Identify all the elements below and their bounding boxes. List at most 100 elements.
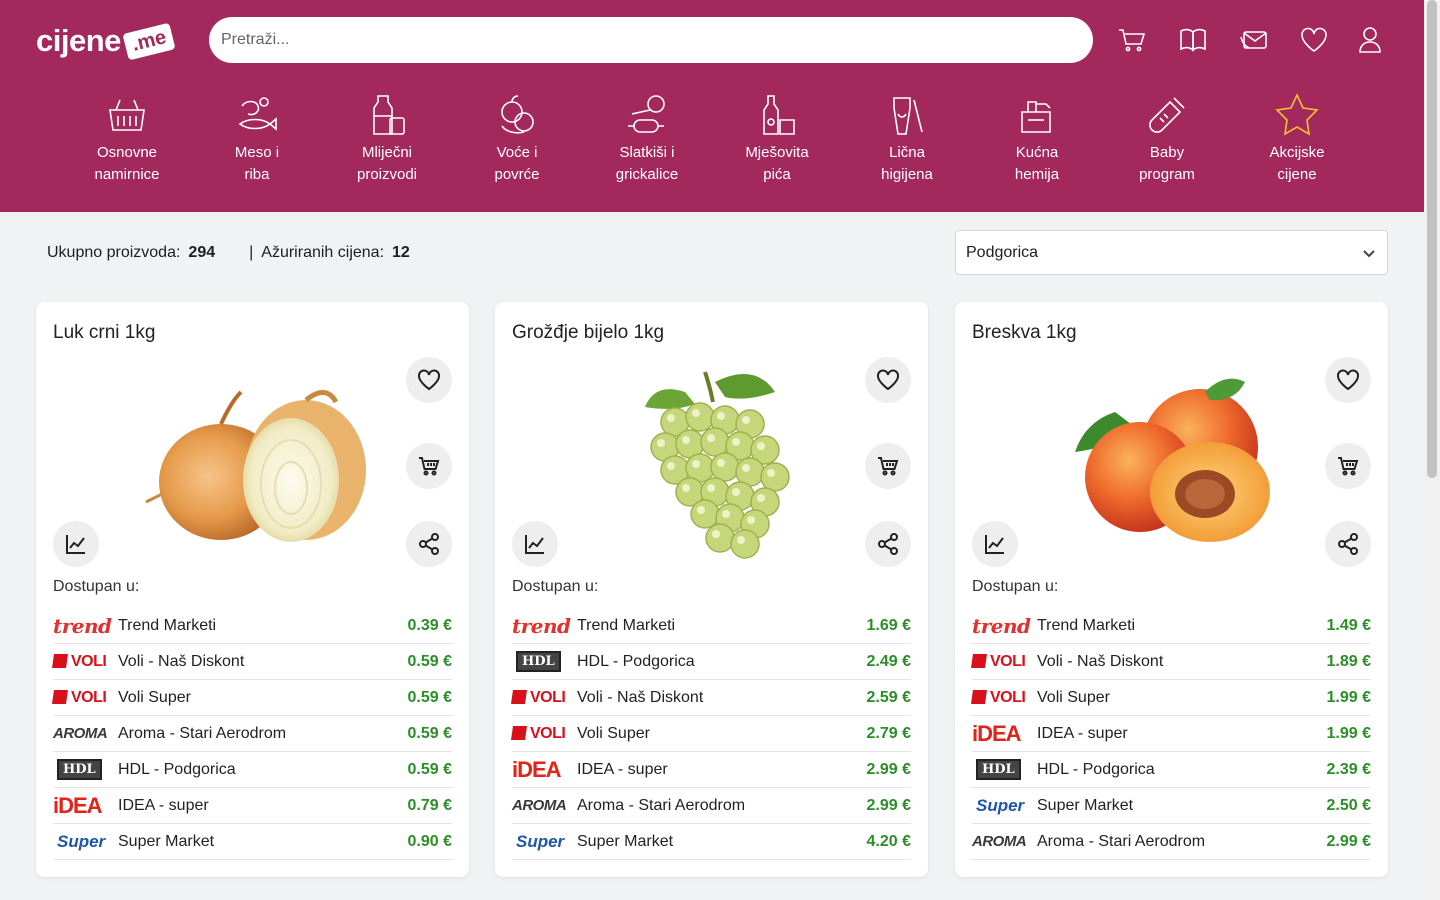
store-price: 2.59 € bbox=[866, 688, 911, 706]
updated-prices-value: 12 bbox=[392, 244, 410, 261]
add-to-cart-button[interactable] bbox=[1325, 443, 1371, 489]
store-row[interactable]: trend Trend Marketi 1.49 € bbox=[972, 608, 1371, 644]
store-logo: iDEA bbox=[972, 720, 1037, 746]
store-name: IDEA - super bbox=[118, 796, 209, 814]
store-name: IDEA - super bbox=[1037, 724, 1128, 742]
category-label: Akcijske cijene bbox=[1269, 144, 1325, 183]
store-row[interactable]: iDEA IDEA - super 1.99 € bbox=[972, 716, 1371, 752]
category-label: Mliječni proizvodi bbox=[356, 144, 418, 183]
share-button[interactable] bbox=[865, 521, 911, 567]
category-osnovne-namirnice[interactable]: Osnovne namirnice bbox=[62, 92, 192, 186]
add-to-cart-button[interactable] bbox=[865, 443, 911, 489]
store-row[interactable]: HDL HDL - Podgorica 2.39 € bbox=[972, 752, 1371, 788]
aroma-logo: AROMA bbox=[972, 833, 1027, 850]
store-row[interactable]: AROMA Aroma - Stari Aerodrom 0.59 € bbox=[53, 716, 452, 752]
add-to-cart-button[interactable] bbox=[406, 443, 452, 489]
product-title[interactable]: Luk crni 1kg bbox=[53, 322, 156, 343]
share-icon bbox=[878, 533, 898, 555]
store-row[interactable]: AROMA Aroma - Stari Aerodrom 2.99 € bbox=[512, 788, 911, 824]
store-row[interactable]: Super Super Market 0.90 € bbox=[53, 824, 452, 860]
city-select[interactable]: Podgorica bbox=[955, 230, 1388, 275]
store-name: Aroma - Stari Aerodrom bbox=[1037, 832, 1206, 850]
share-button[interactable] bbox=[406, 521, 452, 567]
store-price: 2.49 € bbox=[866, 652, 911, 670]
super-logo: Super bbox=[976, 795, 1025, 815]
product-card[interactable]: Grožđje bijelo 1kg Dostupan u: trend Trend … bbox=[495, 302, 928, 877]
category-voce-i-povrce[interactable]: Voće i povrće bbox=[452, 92, 582, 186]
meat-fish-icon bbox=[238, 97, 277, 131]
price-history-button[interactable] bbox=[512, 521, 558, 567]
product-title[interactable]: Breskva 1kg bbox=[972, 322, 1077, 343]
store-price: 0.90 € bbox=[407, 832, 452, 850]
envelope-icon[interactable] bbox=[1234, 20, 1274, 60]
store-name: Voli Super bbox=[1037, 688, 1110, 706]
scrollbar-thumb[interactable] bbox=[1427, 0, 1437, 478]
price-history-button[interactable] bbox=[972, 521, 1018, 567]
product-image[interactable] bbox=[585, 362, 835, 562]
category-baby-program[interactable]: Baby program bbox=[1102, 92, 1232, 186]
store-row[interactable]: iDEA IDEA - super 2.99 € bbox=[512, 752, 911, 788]
category-mjesovita-pica[interactable]: Mješovita pića bbox=[712, 92, 842, 186]
store-name: Voli - Naš Diskont bbox=[118, 652, 245, 670]
product-image[interactable] bbox=[1045, 362, 1295, 562]
idea-logo: iDEA bbox=[972, 720, 1022, 746]
cart-icon[interactable] bbox=[1112, 20, 1152, 60]
store-row[interactable]: VOLI Voli Super 0.59 € bbox=[52, 680, 452, 716]
search-input[interactable] bbox=[209, 17, 1093, 63]
store-logo: VOLI bbox=[971, 686, 1037, 710]
favorite-button[interactable] bbox=[1325, 357, 1371, 403]
product-card[interactable]: Breskva 1kg Dostupan u: trend Trend Marketi… bbox=[955, 302, 1388, 877]
milk-icon bbox=[373, 95, 405, 135]
baby-bottle-icon bbox=[1149, 97, 1185, 133]
trend-logo: trend bbox=[972, 613, 1031, 638]
category-licna-higijena[interactable]: Lična higijena bbox=[842, 92, 972, 186]
chevron-down-icon bbox=[1363, 249, 1375, 257]
store-logo: trend bbox=[512, 614, 577, 638]
available-label: Dostupan u: bbox=[972, 578, 1059, 595]
store-logo: AROMA bbox=[53, 722, 118, 746]
store-name: Voli Super bbox=[577, 724, 650, 742]
store-row[interactable]: AROMA Aroma - Stari Aerodrom 2.99 € bbox=[972, 824, 1371, 860]
store-logo: Super bbox=[512, 830, 577, 854]
store-row[interactable]: Super Super Market 4.20 € bbox=[512, 824, 911, 860]
store-logo: VOLI bbox=[52, 650, 118, 674]
store-row[interactable]: VOLI Voli - Naš Diskont 1.89 € bbox=[971, 644, 1371, 680]
store-row[interactable]: VOLI Voli Super 2.79 € bbox=[511, 716, 911, 752]
category-akcijske-cijene[interactable]: Akcijske cijene bbox=[1232, 92, 1362, 186]
voli-logo: VOLI bbox=[971, 689, 1026, 707]
site-logo[interactable]: cijene .me bbox=[36, 20, 176, 62]
product-card[interactable]: Luk crni 1kg Dostupan u: trend Trend Market… bbox=[36, 302, 469, 877]
store-price: 1.49 € bbox=[1326, 616, 1371, 634]
share-button[interactable] bbox=[1325, 521, 1371, 567]
store-row[interactable]: HDL HDL - Podgorica 0.59 € bbox=[53, 752, 452, 788]
store-row[interactable]: HDL HDL - Podgorica 2.49 € bbox=[512, 644, 911, 680]
scrollbar[interactable] bbox=[1424, 0, 1440, 900]
heart-icon[interactable] bbox=[1294, 20, 1334, 60]
store-row[interactable]: VOLI Voli Super 1.99 € bbox=[971, 680, 1371, 716]
share-icon bbox=[419, 533, 439, 555]
user-icon[interactable] bbox=[1350, 20, 1390, 60]
store-row[interactable]: iDEA IDEA - super 0.79 € bbox=[53, 788, 452, 824]
category-kucna-hemija[interactable]: Kućna hemija bbox=[972, 92, 1102, 186]
book-icon[interactable] bbox=[1173, 20, 1213, 60]
store-name: HDL - Podgorica bbox=[1037, 760, 1155, 778]
store-price: 2.99 € bbox=[866, 760, 911, 778]
category-meso-i-riba[interactable]: Meso i riba bbox=[192, 92, 322, 186]
favorite-button[interactable] bbox=[865, 357, 911, 403]
category-nav: Osnovne namirnice Meso i riba Mliječni p… bbox=[62, 92, 1362, 186]
store-row[interactable]: Super Super Market 2.50 € bbox=[972, 788, 1371, 824]
product-title[interactable]: Grožđje bijelo 1kg bbox=[512, 322, 665, 343]
favorite-button[interactable] bbox=[406, 357, 452, 403]
category-mlijecni-proizvodi[interactable]: Mliječni proizvodi bbox=[322, 92, 452, 186]
store-price: 1.69 € bbox=[866, 616, 911, 634]
store-row[interactable]: VOLI Voli - Naš Diskont 0.59 € bbox=[52, 644, 452, 680]
total-products-value: 294 bbox=[188, 244, 216, 261]
store-row[interactable]: trend Trend Marketi 1.69 € bbox=[512, 608, 911, 644]
price-history-button[interactable] bbox=[53, 521, 99, 567]
category-slatkisi-i-grickalice[interactable]: Slatkiši i grickalice bbox=[582, 92, 712, 186]
summary-separator: | bbox=[249, 244, 254, 261]
product-image[interactable] bbox=[126, 362, 376, 562]
idea-logo: iDEA bbox=[512, 756, 562, 782]
store-row[interactable]: trend Trend Marketi 0.39 € bbox=[53, 608, 452, 644]
store-row[interactable]: VOLI Voli - Naš Diskont 2.59 € bbox=[511, 680, 911, 716]
